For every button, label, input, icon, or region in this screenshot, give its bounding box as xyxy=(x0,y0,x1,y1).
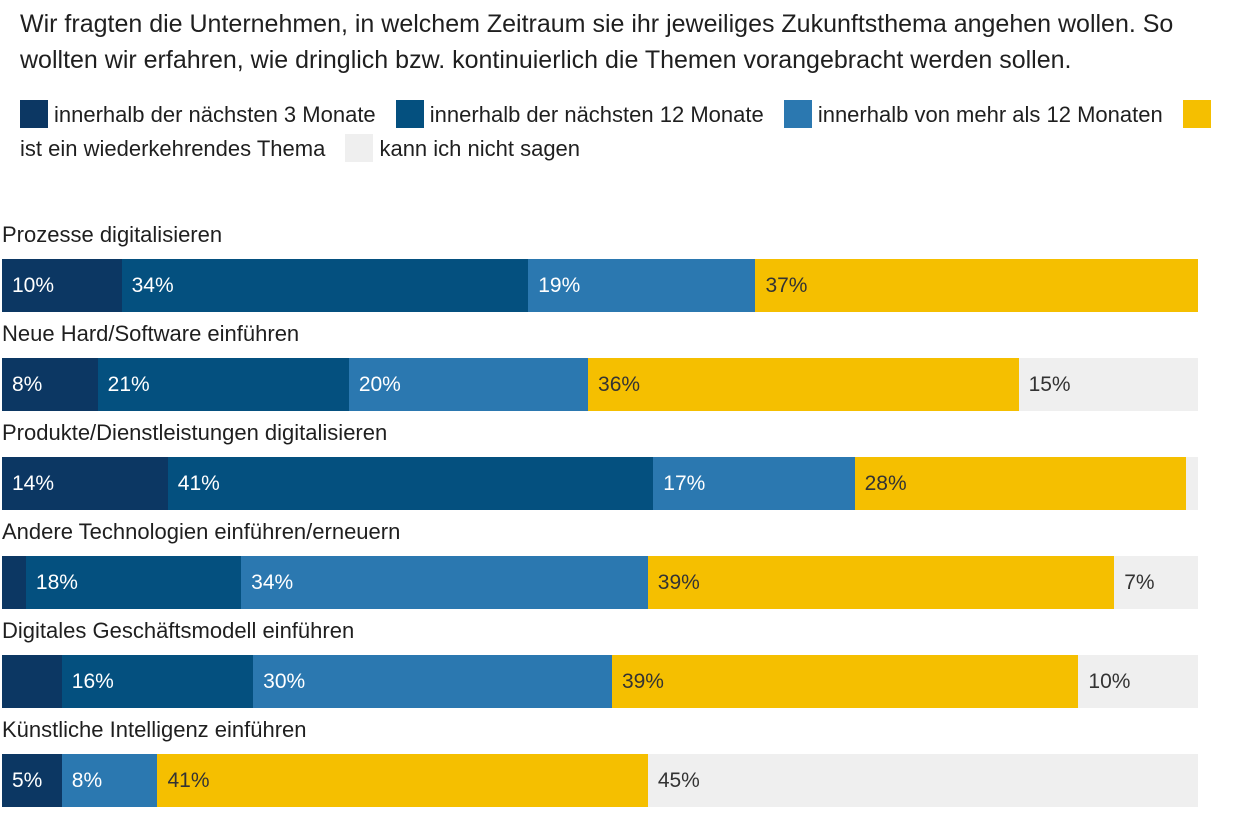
bar-segment: 34% xyxy=(121,259,529,312)
bar-segment: 5% xyxy=(2,754,62,807)
bar-segment: 19% xyxy=(528,259,756,312)
data-label: 19% xyxy=(538,274,581,297)
data-label: 45% xyxy=(657,769,700,792)
bar-row: Andere Technologien einführen/erneuern 18… xyxy=(0,513,1198,612)
bar-segment: 41% xyxy=(167,457,654,510)
bar-segment: 45% xyxy=(647,754,1187,807)
legend-label: innerhalb der nächsten 12 Monate xyxy=(429,102,764,127)
data-label: 39% xyxy=(621,670,664,693)
bar-segment: 34% xyxy=(241,556,648,609)
data-label: 41% xyxy=(177,472,220,495)
category-label: Andere Technologien einführen/erneuern xyxy=(2,519,401,544)
data-label: 37% xyxy=(765,274,808,297)
bar-row: Neue Hard/Software einführen 8% 21% 20% 36% 1… xyxy=(0,315,1198,414)
bar-row: Produkte/Dienstleistungen digitalisieren… xyxy=(0,414,1198,513)
stacked-bar: 14% 41% 17% 28% xyxy=(2,457,1198,510)
data-label: 39% xyxy=(657,571,700,594)
legend-item-more-12-months: innerhalb von mehr als 12 Monaten xyxy=(783,100,1163,128)
category-label: Produkte/Dienstleistungen digitalisieren xyxy=(2,420,388,445)
bar-segment xyxy=(1186,457,1198,510)
legend-item-12-months: innerhalb der nächsten 12 Monate xyxy=(395,100,764,128)
data-label: 30% xyxy=(263,670,306,693)
chart-title: Wir fragten die Unternehmen, in welchem … xyxy=(20,10,1174,74)
data-label: 8% xyxy=(71,769,103,792)
data-label: 10% xyxy=(1088,670,1131,693)
data-label: 8% xyxy=(12,373,43,396)
bar-segment: 17% xyxy=(653,457,855,510)
bar-segment: 15% xyxy=(1018,358,1198,411)
data-label: 7% xyxy=(1124,571,1155,594)
bar-segment xyxy=(2,655,62,708)
data-label: 5% xyxy=(12,769,43,792)
bar-segment: 10% xyxy=(2,259,122,312)
data-label: 10% xyxy=(12,274,55,297)
legend-label: innerhalb der nächsten 3 Monate xyxy=(54,102,376,127)
data-label: 15% xyxy=(1028,373,1071,396)
bar-segment: 16% xyxy=(61,655,254,708)
category-label: Digitales Geschäftsmodell einführen xyxy=(2,618,355,643)
bar-segment: 30% xyxy=(253,655,612,708)
bar-segment: 20% xyxy=(348,358,589,411)
legend-item-recurring: ist ein wiederkehrendes Thema xyxy=(20,100,1217,161)
category-label: Prozesse digitalisieren xyxy=(2,222,223,247)
legend-swatch xyxy=(1182,100,1211,128)
legend-swatch xyxy=(345,134,374,162)
legend-label: kann ich nicht sagen xyxy=(379,136,581,161)
bar-segment: 10% xyxy=(1078,655,1198,708)
stacked-bar: 18% 34% 39% 7% xyxy=(2,556,1198,609)
category-label: Künstliche Intelligenz einführen xyxy=(2,717,307,742)
bar-segment: 14% xyxy=(2,457,168,510)
stacked-bar: 8% 21% 20% 36% 15% xyxy=(2,358,1198,411)
bar-segment: 39% xyxy=(611,655,1079,708)
data-label: 41% xyxy=(167,769,210,792)
data-label: 34% xyxy=(251,571,294,594)
bar-row: Prozesse digitalisieren 10% 34% 19% 37% xyxy=(0,216,1198,315)
bar-segment: 28% xyxy=(854,457,1187,510)
legend-item-unknown: kann ich nicht sagen xyxy=(345,134,581,162)
bar-segment: 8% xyxy=(2,358,98,411)
data-label: 16% xyxy=(71,670,114,693)
data-label: 14% xyxy=(12,472,55,495)
legend-swatch xyxy=(395,100,424,128)
legend-item-3-months: innerhalb der nächsten 3 Monate xyxy=(20,100,376,128)
bar-row: Digitales Geschäftsmodell einführen 16% 30… xyxy=(0,612,1198,711)
legend: innerhalb der nächsten 3 Monate innerhal… xyxy=(20,98,1218,166)
bar-segment: 41% xyxy=(157,754,648,807)
stacked-bar: 16% 30% 39% 10% xyxy=(2,655,1198,708)
bar-segment: 18% xyxy=(25,556,242,609)
legend-label: ist ein wiederkehrendes Thema xyxy=(20,136,326,161)
bar-segment: 36% xyxy=(588,358,1019,411)
bar-segment: 39% xyxy=(647,556,1115,609)
bar-segment: 37% xyxy=(755,259,1198,312)
category-label: Neue Hard/Software einführen xyxy=(2,321,300,346)
legend-swatch xyxy=(20,100,48,128)
bar-row: Künstliche Intelligenz einführen 5% 8% 41% 4… xyxy=(0,711,1198,810)
data-label: 17% xyxy=(663,472,706,495)
chart-container: Wir fragten die Unternehmen, in welchem … xyxy=(20,0,1218,166)
stacked-bar-chart: Prozesse digitalisieren 10% 34% 19% 37% Neue … xyxy=(0,216,1198,810)
data-label: 20% xyxy=(358,373,401,396)
data-label: 18% xyxy=(35,571,78,594)
data-label: 36% xyxy=(598,373,641,396)
legend-swatch xyxy=(783,100,812,128)
bar-segment: 7% xyxy=(1114,556,1198,609)
bar-segment: 8% xyxy=(61,754,158,807)
stacked-bar: 5% 8% 41% 45% xyxy=(2,754,1198,807)
data-label: 34% xyxy=(131,274,174,297)
data-label: 28% xyxy=(864,472,907,495)
data-label: 21% xyxy=(107,373,150,396)
bar-segment xyxy=(2,556,26,609)
bar-segment: 21% xyxy=(97,358,349,411)
legend-label: innerhalb von mehr als 12 Monaten xyxy=(817,102,1163,127)
stacked-bar: 10% 34% 19% 37% xyxy=(2,259,1198,312)
